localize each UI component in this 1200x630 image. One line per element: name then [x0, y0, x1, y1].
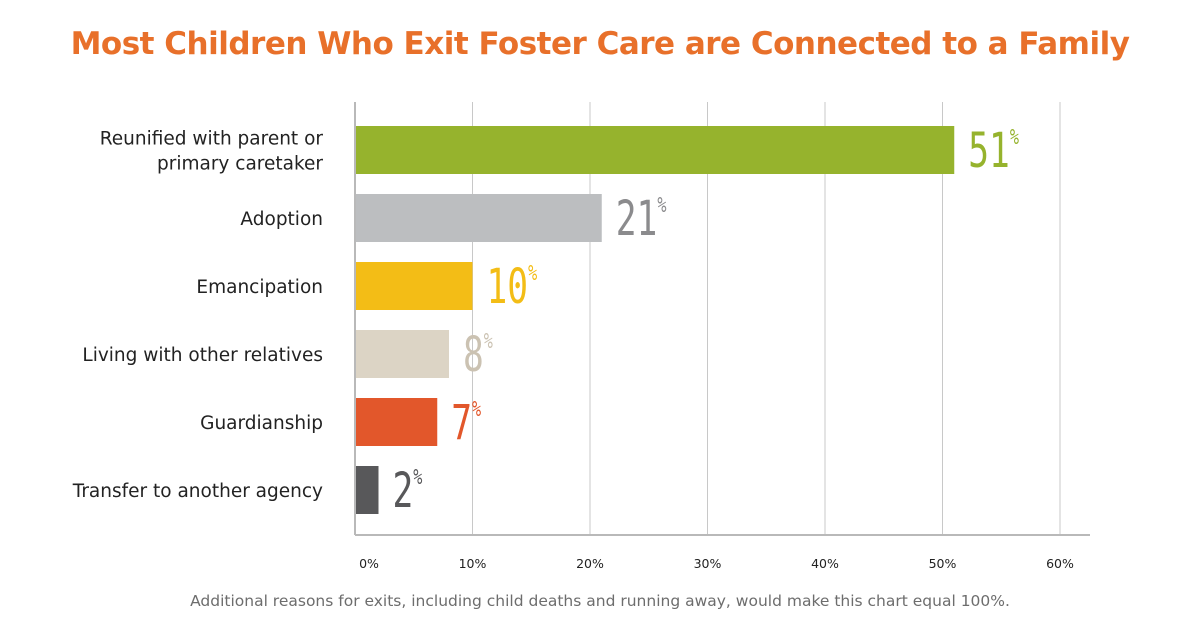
- category-label: Living with other relatives: [82, 345, 323, 366]
- grid-lines: [472, 102, 1061, 535]
- data-label-suffix: %: [472, 398, 481, 422]
- data-label: 7%: [451, 394, 481, 450]
- category-label: Adoption: [240, 209, 323, 230]
- bar: [355, 398, 438, 446]
- bar: [355, 126, 955, 174]
- data-label-suffix: %: [413, 466, 422, 490]
- axes: [354, 102, 1090, 536]
- data-label-suffix: %: [528, 262, 537, 286]
- chart-title: Most Children Who Exit Foster Care are C…: [70, 26, 1130, 62]
- bar: [355, 194, 602, 242]
- data-label-suffix: %: [484, 330, 493, 354]
- x-tick-label: 40%: [811, 556, 839, 571]
- x-tick-label: 10%: [459, 556, 487, 571]
- x-tick-labels: 0% 10% 20% 30% 40% 50% 60%: [359, 556, 1074, 571]
- data-labels: 51% 21% 10% 8% 7% 2%: [393, 122, 1019, 518]
- x-tick-label: 20%: [576, 556, 604, 571]
- data-label-suffix: %: [657, 194, 666, 218]
- x-tick-label: 50%: [929, 556, 957, 571]
- x-tick-label: 0%: [359, 556, 379, 571]
- data-label: 8%: [463, 326, 493, 382]
- footnote: Additional reasons for exits, including …: [190, 592, 1010, 610]
- category-label: primary caretaker: [157, 154, 323, 175]
- data-label: 2%: [393, 462, 423, 518]
- data-label: 10%: [487, 258, 538, 314]
- x-tick-label: 60%: [1046, 556, 1074, 571]
- data-label-suffix: %: [1010, 126, 1019, 150]
- bar: [355, 330, 449, 378]
- bar: [355, 262, 473, 310]
- data-label: 51%: [968, 122, 1019, 178]
- category-label: Guardianship: [200, 413, 323, 434]
- bar: [355, 466, 379, 514]
- data-label: 21%: [616, 190, 667, 246]
- category-labels: Reunified with parent or primary caretake…: [72, 129, 324, 503]
- bars: [355, 126, 955, 514]
- category-label: Emancipation: [196, 277, 323, 298]
- category-label: Reunified with parent or: [100, 129, 324, 150]
- x-tick-label: 30%: [694, 556, 722, 571]
- category-label: Transfer to another agency: [72, 481, 323, 502]
